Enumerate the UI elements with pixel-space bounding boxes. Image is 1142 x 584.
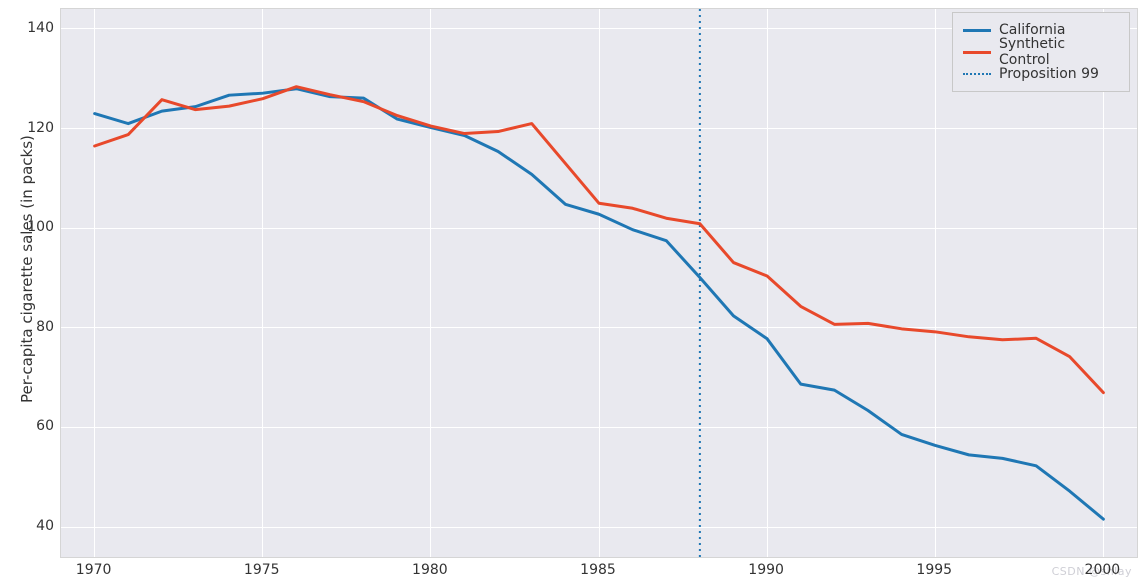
grid-horizontal (61, 128, 1137, 129)
legend-swatch (963, 29, 991, 32)
legend-box: CaliforniaSynthetic ControlProposition 9… (952, 12, 1130, 92)
y-tick-label: 60 (26, 418, 54, 434)
x-tick-label: 1970 (76, 562, 112, 578)
y-tick-label: 40 (26, 518, 54, 534)
legend-label: Synthetic Control (999, 36, 1119, 68)
grid-horizontal (61, 327, 1137, 328)
chart-figure: Per-capita cigarette sales (in packs) Ca… (0, 0, 1142, 584)
x-tick-label: 2000 (1085, 562, 1121, 578)
grid-vertical (935, 9, 936, 557)
y-tick-label: 80 (26, 319, 54, 335)
y-axis-label: Per-capita cigarette sales (in packs) (18, 135, 36, 403)
y-tick-label: 100 (26, 219, 54, 235)
grid-horizontal (61, 527, 1137, 528)
legend-item: Proposition 99 (963, 63, 1119, 85)
legend-label: Proposition 99 (999, 66, 1099, 82)
x-tick-label: 1985 (580, 562, 616, 578)
grid-vertical (767, 9, 768, 557)
x-tick-label: 1995 (916, 562, 952, 578)
legend-swatch (963, 73, 991, 75)
grid-horizontal (61, 427, 1137, 428)
grid-horizontal (61, 228, 1137, 229)
x-tick-label: 1975 (244, 562, 280, 578)
x-tick-label: 1990 (748, 562, 784, 578)
grid-vertical (430, 9, 431, 557)
y-tick-label: 120 (26, 120, 54, 136)
x-tick-label: 1980 (412, 562, 448, 578)
grid-vertical (94, 9, 95, 557)
grid-vertical (262, 9, 263, 557)
y-tick-label: 140 (26, 20, 54, 36)
grid-vertical (599, 9, 600, 557)
legend-item: Synthetic Control (963, 41, 1119, 63)
legend-swatch (963, 51, 991, 54)
